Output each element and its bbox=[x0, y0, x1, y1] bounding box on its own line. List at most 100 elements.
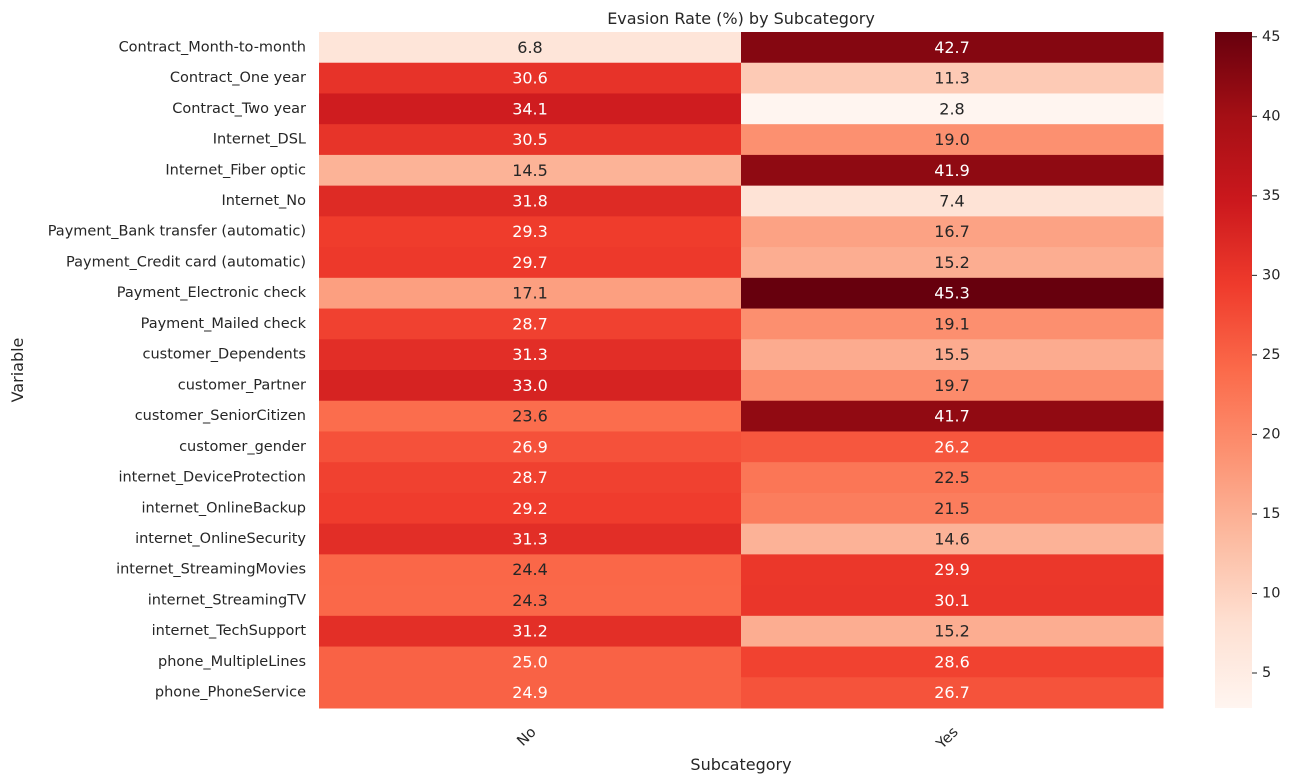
heatmap-cell bbox=[741, 554, 1164, 586]
column-labels: No Yes bbox=[514, 724, 961, 753]
cell-value-label: 19.1 bbox=[934, 314, 970, 333]
heatmap-cell bbox=[319, 492, 742, 525]
heatmap-cell bbox=[319, 677, 742, 709]
cell-value-label: 22.5 bbox=[934, 468, 970, 487]
heatmap-cell bbox=[319, 32, 742, 64]
cell-value-label: 17.1 bbox=[512, 284, 548, 303]
heatmap-cell bbox=[741, 462, 1164, 494]
x-axis-label: Subcategory bbox=[690, 755, 791, 774]
cell-value-label: 19.0 bbox=[934, 130, 970, 149]
heatmap-cell bbox=[319, 154, 742, 187]
heatmap-cell bbox=[741, 124, 1164, 156]
heatmap-cell bbox=[741, 339, 1164, 371]
heatmap-cell bbox=[741, 431, 1164, 463]
row-labels: Contract_Month-to-month Contract_One year… bbox=[48, 39, 307, 700]
cell-value-label: 30.1 bbox=[934, 591, 970, 610]
cell-value-label: 29.2 bbox=[512, 499, 548, 518]
colorbar-tick-label: 30 bbox=[1262, 267, 1280, 283]
heatmap-cell bbox=[741, 492, 1164, 525]
cell-value-label: 31.3 bbox=[512, 345, 548, 364]
heatmap-cell bbox=[319, 185, 742, 217]
cell-value-label: 16.7 bbox=[934, 222, 970, 241]
heatmap-cell bbox=[741, 615, 1164, 648]
heatmap-cell bbox=[319, 431, 742, 463]
row-tick-label: phone_PhoneService bbox=[155, 685, 306, 701]
row-tick-label: Payment_Bank transfer (automatic) bbox=[48, 224, 306, 240]
cell-value-label: 26.9 bbox=[512, 437, 548, 456]
column-tick-label: Yes bbox=[933, 724, 962, 753]
row-tick-label: phone_MultipleLines bbox=[158, 654, 306, 670]
row-tick-label: customer_SeniorCitizen bbox=[135, 408, 306, 424]
heatmap-cell bbox=[741, 277, 1164, 310]
heatmap-cell bbox=[319, 124, 742, 156]
column-tick-label: No bbox=[514, 724, 539, 749]
heatmap-cell bbox=[319, 339, 742, 371]
row-tick-label: Internet_DSL bbox=[213, 132, 306, 148]
cell-value-label: 24.9 bbox=[512, 683, 548, 702]
cell-value-label: 29.9 bbox=[934, 560, 970, 579]
row-tick-label: Internet_No bbox=[221, 193, 306, 209]
row-tick-label: customer_gender bbox=[179, 439, 306, 455]
heatmap-cell bbox=[741, 185, 1164, 217]
colorbar-tick-label: 20 bbox=[1262, 426, 1280, 442]
cell-value-label: 21.5 bbox=[934, 499, 970, 518]
heatmap-cell bbox=[319, 523, 742, 555]
heatmap-cell bbox=[319, 370, 742, 402]
row-tick-label: internet_StreamingMovies bbox=[116, 562, 306, 578]
cell-value-label: 28.7 bbox=[512, 468, 548, 487]
heatmap-cell bbox=[741, 646, 1164, 678]
cell-value-label: 30.5 bbox=[512, 130, 548, 149]
heatmap-cell bbox=[741, 93, 1164, 125]
cell-value-label: 31.3 bbox=[512, 530, 548, 549]
heatmap-cell bbox=[319, 585, 742, 617]
cell-value-label: 41.9 bbox=[934, 161, 970, 180]
cell-value-label: 42.7 bbox=[934, 38, 970, 57]
heatmap-cell bbox=[741, 62, 1164, 94]
cell-value-label: 45.3 bbox=[934, 284, 970, 303]
row-tick-label: internet_DeviceProtection bbox=[118, 470, 306, 486]
y-axis-label: Variable bbox=[8, 338, 27, 403]
heatmap-cell bbox=[319, 615, 742, 648]
row-tick-label: Contract_Two year bbox=[172, 101, 306, 117]
cell-value-label: 19.7 bbox=[934, 376, 970, 395]
heatmap-cell bbox=[741, 523, 1164, 555]
cell-value-label: 14.6 bbox=[934, 530, 970, 549]
colorbar-tick-label: 45 bbox=[1262, 29, 1280, 45]
cell-value-label: 15.2 bbox=[934, 622, 970, 641]
colorbar-tick-label: 5 bbox=[1262, 665, 1271, 681]
row-tick-label: Internet_Fiber optic bbox=[165, 162, 306, 178]
cell-value-label: 7.4 bbox=[939, 192, 964, 211]
cell-value-label: 24.4 bbox=[512, 560, 548, 579]
colorbar bbox=[1215, 32, 1252, 708]
row-tick-label: Payment_Credit card (automatic) bbox=[66, 254, 306, 270]
cell-value-label: 28.7 bbox=[512, 314, 548, 333]
colorbar-tick-label: 10 bbox=[1262, 585, 1280, 601]
colorbar-tick-label: 25 bbox=[1262, 347, 1280, 363]
cell-value-label: 25.0 bbox=[512, 652, 548, 671]
cell-value-label: 26.2 bbox=[934, 437, 970, 456]
heatmap-cell bbox=[319, 62, 742, 94]
colorbar-ticks: 5 10 15 20 25 30 35 40 45 bbox=[1252, 29, 1280, 681]
cell-value-label: 15.5 bbox=[934, 345, 970, 364]
row-tick-label: internet_StreamingTV bbox=[148, 592, 306, 608]
heatmap-cell bbox=[319, 554, 742, 586]
heatmap-cell bbox=[741, 585, 1164, 617]
row-tick-label: internet_TechSupport bbox=[152, 623, 307, 639]
heatmap-cell bbox=[741, 154, 1164, 187]
row-tick-label: Payment_Electronic check bbox=[117, 285, 307, 301]
cell-value-label: 34.1 bbox=[512, 99, 548, 118]
cell-value-label: 14.5 bbox=[512, 161, 548, 180]
heatmap-cell bbox=[319, 277, 742, 310]
cell-value-label: 29.7 bbox=[512, 253, 548, 272]
heatmap-cell bbox=[741, 677, 1164, 709]
heatmap-cells: 6.8 42.7 30.6 11.3 34.1 2.8 30.5 19.0 14.5 41.9 31… bbox=[319, 32, 1164, 709]
cell-value-label: 33.0 bbox=[512, 376, 548, 395]
cell-value-label: 2.8 bbox=[939, 99, 964, 118]
cell-value-label: 30.6 bbox=[512, 69, 548, 88]
chart-title: Evasion Rate (%) by Subcategory bbox=[607, 9, 875, 28]
cell-value-label: 31.8 bbox=[512, 192, 548, 211]
colorbar-tick-label: 15 bbox=[1262, 506, 1280, 522]
cell-value-label: 41.7 bbox=[934, 407, 970, 426]
heatmap-cell bbox=[741, 32, 1164, 64]
